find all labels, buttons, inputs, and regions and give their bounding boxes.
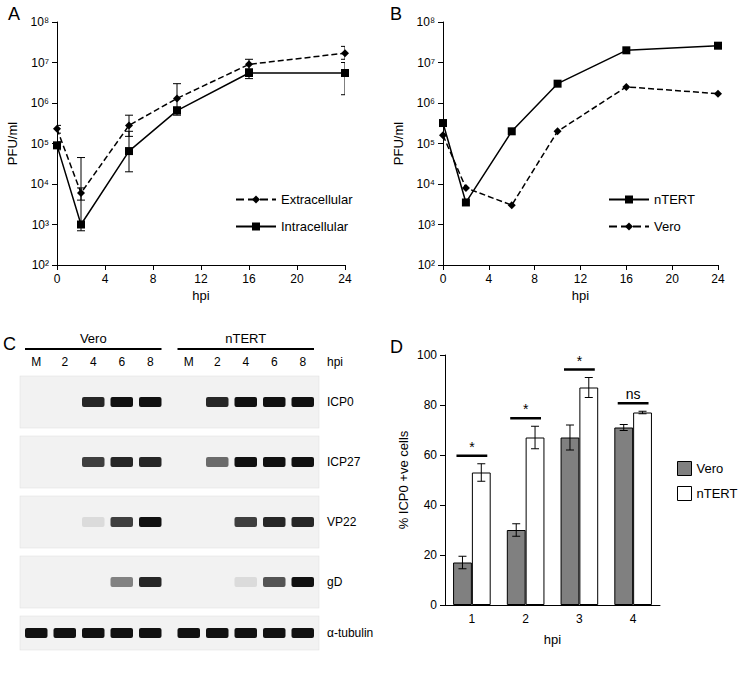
svg-text:10⁶: 10⁶ (417, 96, 435, 110)
svg-text:10²: 10² (418, 258, 435, 272)
svg-text:0: 0 (54, 272, 61, 286)
svg-text:% ICP0 +ve cells: % ICP0 +ve cells (396, 430, 411, 529)
svg-text:hpi: hpi (544, 632, 561, 647)
svg-text:3: 3 (576, 612, 583, 626)
svg-text:A: A (8, 4, 20, 24)
svg-text:4: 4 (485, 272, 492, 286)
svg-text:10³: 10³ (32, 218, 49, 232)
svg-text:Vero: Vero (80, 331, 107, 346)
svg-text:gD: gD (327, 575, 343, 589)
svg-text:24: 24 (338, 272, 352, 286)
svg-text:4: 4 (630, 612, 637, 626)
svg-text:10⁴: 10⁴ (416, 177, 435, 191)
svg-text:C: C (3, 334, 16, 354)
svg-text:hpi: hpi (327, 355, 343, 369)
svg-text:2: 2 (61, 355, 68, 369)
svg-text:PFU/ml: PFU/ml (5, 122, 20, 165)
svg-text:ICP0: ICP0 (327, 395, 354, 409)
svg-text:24: 24 (711, 272, 725, 286)
svg-text:Vero: Vero (697, 461, 724, 476)
svg-text:10⁵: 10⁵ (31, 137, 49, 151)
svg-text:60: 60 (424, 448, 438, 462)
svg-text:40: 40 (424, 498, 438, 512)
svg-text:2: 2 (214, 355, 221, 369)
svg-text:6: 6 (271, 355, 278, 369)
svg-text:4: 4 (102, 272, 109, 286)
svg-text:nTERT: nTERT (654, 192, 695, 207)
svg-text:6: 6 (118, 355, 125, 369)
svg-text:8: 8 (299, 355, 306, 369)
svg-text:Vero: Vero (654, 219, 681, 234)
svg-text:D: D (390, 337, 403, 357)
svg-text:hpi: hpi (572, 288, 589, 303)
svg-text:8: 8 (150, 272, 157, 286)
svg-text:4: 4 (90, 355, 97, 369)
svg-text:20: 20 (290, 272, 304, 286)
svg-text:10⁸: 10⁸ (31, 15, 49, 29)
svg-text:10⁷: 10⁷ (31, 56, 49, 70)
svg-text:ICP27: ICP27 (327, 455, 361, 469)
svg-text:10⁷: 10⁷ (417, 56, 435, 70)
svg-text:16: 16 (242, 272, 256, 286)
svg-text:10²: 10² (32, 258, 49, 272)
svg-text:hpi: hpi (192, 288, 209, 303)
svg-text:1: 1 (469, 612, 476, 626)
svg-text:12: 12 (194, 272, 208, 286)
svg-text:10⁵: 10⁵ (417, 137, 435, 151)
svg-text:nTERT: nTERT (225, 331, 266, 346)
svg-text:M: M (184, 355, 194, 369)
svg-text:α-tubulin: α-tubulin (327, 626, 373, 640)
svg-text:20: 20 (424, 548, 438, 562)
svg-text:10⁶: 10⁶ (31, 96, 49, 110)
svg-text:VP22: VP22 (327, 515, 357, 529)
svg-text:80: 80 (424, 398, 438, 412)
svg-text:0: 0 (440, 272, 447, 286)
svg-text:*: * (523, 401, 529, 417)
svg-text:4: 4 (242, 355, 249, 369)
svg-text:8: 8 (147, 355, 154, 369)
svg-text:nTERT: nTERT (697, 486, 738, 501)
svg-text:16: 16 (620, 272, 634, 286)
svg-text:10³: 10³ (418, 218, 435, 232)
svg-text:10⁴: 10⁴ (30, 177, 49, 191)
svg-text:B: B (390, 4, 402, 24)
svg-text:*: * (469, 439, 475, 455)
svg-text:10⁸: 10⁸ (417, 15, 435, 29)
svg-text:20: 20 (665, 272, 679, 286)
svg-text:M: M (31, 355, 41, 369)
svg-text:8: 8 (531, 272, 538, 286)
svg-text:12: 12 (574, 272, 588, 286)
svg-text:2: 2 (522, 612, 529, 626)
svg-text:Extracellular: Extracellular (281, 192, 353, 207)
svg-text:ns: ns (626, 386, 641, 402)
svg-text:100: 100 (417, 348, 437, 362)
svg-text:*: * (577, 353, 583, 369)
svg-text:Intracellular: Intracellular (281, 219, 349, 234)
svg-text:0: 0 (430, 598, 437, 612)
svg-text:PFU/ml: PFU/ml (391, 122, 406, 165)
